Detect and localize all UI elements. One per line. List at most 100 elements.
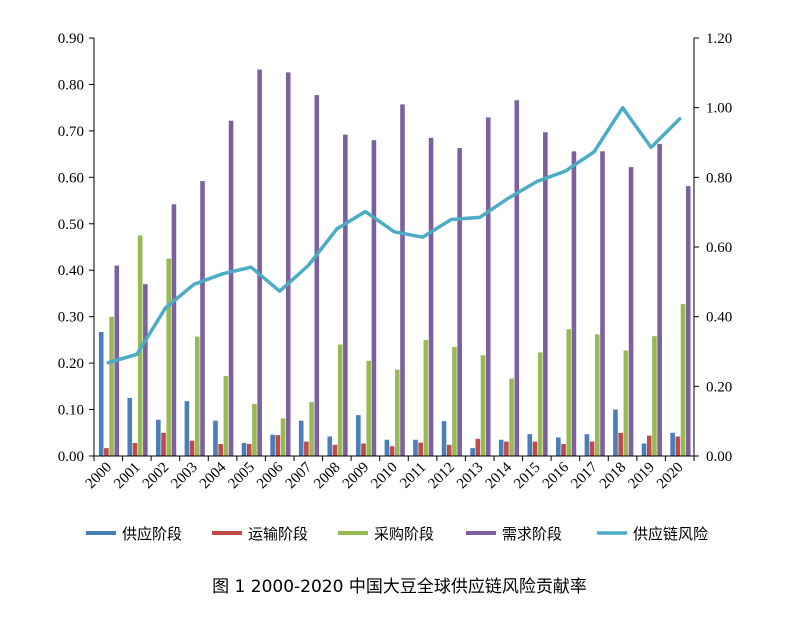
bar-2-2013 [475, 438, 481, 456]
bar-1-2015 [527, 434, 533, 456]
bar-2-2015 [532, 441, 538, 456]
bar-3-2012 [452, 346, 457, 456]
bar-2-2012 [446, 444, 452, 456]
bar-4-2005 [257, 69, 262, 457]
bar-3-2004 [223, 376, 229, 456]
bar-3-2020 [680, 304, 686, 456]
bar-2-2019 [646, 435, 652, 456]
y-left-tick-label: 0.60 [58, 170, 84, 186]
bar-4-2004 [228, 120, 234, 456]
bar-1-2009 [356, 415, 361, 456]
bar-3-2008 [337, 344, 343, 456]
bar-4-2019 [657, 143, 662, 457]
bar-1-2013 [470, 448, 475, 456]
bar-1-2005 [241, 442, 247, 456]
bar-3-2005 [252, 403, 257, 456]
bar-2-2000 [104, 448, 109, 456]
bar-2-2016 [561, 443, 566, 456]
bar-3-2006 [280, 418, 286, 456]
bar-2-2002 [161, 432, 166, 456]
x-tick-label-2011: 2011 [397, 460, 429, 492]
bar-4-2006 [285, 72, 291, 456]
bar-4-2012 [457, 148, 462, 456]
bar-4-2003 [200, 181, 205, 456]
bar-2-2020 [675, 436, 681, 456]
bar-4-2007 [314, 95, 320, 457]
bar-1-2014 [498, 439, 504, 456]
bar-1-2017 [584, 434, 590, 456]
x-tick-label-2016: 2016 [540, 459, 573, 492]
bar-4-2009 [371, 140, 377, 456]
bar-2-2018 [618, 432, 623, 456]
x-tick-label-2008: 2008 [311, 460, 344, 493]
x-tick-label-2009: 2009 [340, 460, 373, 493]
y-left-tick-label: 0.80 [58, 77, 84, 93]
y-right-tick-label: 0.80 [706, 170, 732, 186]
bar-1-2003 [184, 401, 190, 456]
x-tick-label-2005: 2005 [225, 460, 258, 493]
x-tick-label-2013: 2013 [454, 460, 487, 493]
bar-1-2011 [413, 439, 418, 456]
bar-3-2018 [623, 350, 629, 456]
bar-2-2008 [332, 444, 338, 456]
bar-1-2010 [384, 439, 390, 456]
bar-1-2004 [213, 420, 218, 456]
bar-4-2018 [628, 167, 634, 457]
x-tick-label-2020: 2020 [654, 460, 687, 493]
bar-3-2000 [109, 316, 114, 456]
bar-3-2009 [366, 360, 372, 456]
legend-label-5: 供应链风险 [633, 525, 708, 543]
x-tick-label-2003: 2003 [168, 460, 201, 493]
x-tick-label-2010: 2010 [368, 460, 401, 493]
bar-3-2014 [509, 378, 514, 456]
bar-3-2003 [195, 336, 200, 456]
y-left-tick-label: 0.40 [58, 263, 84, 279]
bar-2-2003 [189, 440, 195, 456]
x-tick-label-2002: 2002 [140, 460, 173, 493]
bar-4-2011 [428, 137, 434, 456]
bar-3-2015 [537, 352, 543, 456]
bar-2-2007 [304, 441, 309, 456]
bar-4-2002 [171, 204, 177, 456]
bar-1-2006 [270, 434, 275, 456]
legend-label-3: 采购阶段 [374, 525, 434, 543]
bar-4-2013 [485, 117, 491, 457]
bar-1-2008 [327, 436, 333, 456]
bar-2-2006 [275, 435, 281, 456]
x-tick-label-2019: 2019 [625, 460, 658, 493]
y-right-tick-label: 0.20 [706, 379, 732, 395]
chart: 0.00 0.10 0.20 0.30 0.40 0.50 0.60 0.70 0.80 0.90… [58, 31, 733, 543]
y-left-tick-label: 0.50 [58, 217, 84, 233]
bar-2-2011 [418, 442, 423, 456]
bar-2-2001 [132, 442, 138, 456]
y-right-tick-label: 1.00 [706, 101, 732, 117]
bar-1-2016 [556, 437, 561, 456]
y-right-tick-label: 0.00 [706, 449, 732, 465]
bar-4-2010 [400, 104, 405, 456]
y-left-tick-label: 0.90 [58, 31, 84, 47]
bar-2-2004 [218, 443, 223, 456]
x-tick-label-2018: 2018 [597, 460, 630, 493]
x-tick-label-2014: 2014 [483, 459, 516, 492]
x-tick-label-2017: 2017 [568, 459, 601, 492]
legend-label-1: 供应阶段 [122, 525, 182, 543]
bar-1-2007 [298, 420, 304, 456]
y-right-tick-label: 0.40 [706, 310, 732, 326]
bar-1-2000 [98, 331, 104, 456]
y-left-tick-label: 0.20 [58, 356, 84, 372]
legend-label-4: 需求阶段 [502, 525, 562, 543]
x-tick-label-2012: 2012 [425, 460, 458, 493]
bar-4-2017 [600, 151, 605, 456]
line-layer [106, 105, 682, 365]
legend: 供应阶段 运输阶段 采购阶段 需求阶段 供应链风险 [86, 525, 708, 543]
bar-3-2013 [480, 355, 486, 456]
bar-2-2014 [504, 441, 509, 456]
bar-2-2005 [246, 443, 252, 456]
bar-3-2002 [166, 258, 172, 456]
y-right-tick-label: 1.20 [706, 31, 732, 47]
x-tick-label-2006: 2006 [254, 459, 287, 492]
y-left-tick-label: 0.70 [58, 124, 84, 140]
bar-4-2008 [343, 134, 348, 457]
bar-4-2015 [543, 132, 548, 456]
x-tick-label-2007: 2007 [283, 459, 316, 492]
